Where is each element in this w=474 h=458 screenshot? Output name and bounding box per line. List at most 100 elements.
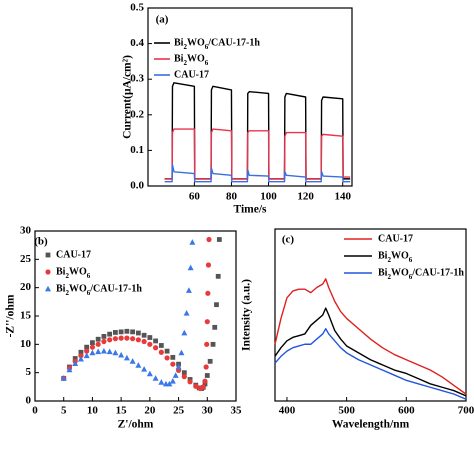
marker-circle — [147, 341, 153, 347]
x-tick-label: 500 — [338, 405, 355, 417]
series-line — [164, 163, 351, 183]
marker-triangle — [60, 375, 67, 381]
marker-square — [212, 324, 218, 330]
marker-triangle — [83, 352, 90, 359]
marker-triangle — [172, 372, 179, 378]
legend-label: CAU-17 — [174, 69, 209, 80]
marker-circle — [135, 337, 141, 343]
x-tick-label: 15 — [116, 405, 128, 417]
marker-square — [101, 334, 107, 339]
panel-label: (b) — [34, 236, 48, 248]
plot-frame — [274, 228, 467, 402]
x-tick-label: 400 — [279, 405, 296, 417]
marker-square — [118, 329, 124, 335]
marker-circle — [89, 344, 96, 350]
marker-square — [153, 338, 158, 344]
marker-triangle — [158, 379, 165, 385]
marker-triangle — [112, 349, 119, 356]
marker-square — [170, 354, 176, 360]
marker-triangle — [185, 287, 192, 293]
marker-triangle — [169, 377, 176, 384]
x-tick-label: 600 — [398, 405, 415, 417]
marker-triangle — [129, 358, 136, 364]
marker-triangle — [118, 351, 125, 358]
legend-label: CAU-17 — [56, 249, 91, 260]
x-tick-label: 35 — [231, 405, 243, 417]
legend-label: Bi2WO6/CAU-17-1h — [174, 37, 260, 50]
legend-label: Bi2WO6 — [56, 266, 91, 279]
series-line — [164, 128, 351, 180]
marker-triangle — [187, 264, 194, 271]
x-axis-label: Z'/ohm — [118, 419, 154, 431]
marker-circle — [130, 336, 136, 342]
panel-label: (a) — [156, 14, 169, 26]
marker-circle — [170, 361, 176, 367]
marker-circle — [141, 338, 147, 345]
marker-square — [135, 330, 141, 336]
series-line — [274, 307, 467, 397]
series-line — [164, 82, 351, 180]
marker-square — [107, 331, 113, 337]
marker-square — [147, 335, 153, 340]
marker-circle — [158, 349, 164, 355]
x-tick-label: 5 — [61, 405, 67, 417]
marker-circle — [164, 355, 170, 361]
marker-square — [207, 358, 213, 364]
y-tick-label: 25 — [20, 253, 32, 265]
marker-square — [214, 302, 219, 308]
marker-square — [130, 329, 136, 335]
marker-triangle — [152, 375, 159, 381]
y-tick-label: 0.1 — [130, 144, 144, 156]
marker-square — [113, 330, 118, 335]
marker-triangle — [181, 329, 188, 336]
y-axis-label: Intensity (a.u.) — [241, 279, 253, 351]
marker-circle — [78, 353, 84, 359]
legend-label: Bi2WO6 — [378, 250, 413, 263]
x-axis-label: Wavelength/nm — [332, 419, 410, 431]
marker-circle — [112, 336, 118, 342]
y-tick-label: 0 — [26, 395, 32, 407]
series-line — [274, 278, 467, 395]
y-tick-label: 0.5 — [130, 2, 144, 14]
marker-circle — [193, 383, 199, 389]
marker-square — [72, 356, 78, 361]
legend-marker — [45, 285, 51, 292]
marker-circle — [187, 379, 193, 385]
marker-square — [84, 344, 90, 350]
marker-square — [202, 381, 208, 387]
marker-triangle — [100, 347, 107, 354]
marker-triangle — [72, 360, 79, 366]
marker-square — [90, 340, 95, 346]
marker-circle — [203, 364, 209, 370]
legend-label: Bi2WO6/CAU-17-1h — [378, 267, 464, 280]
x-tick-label: 100 — [260, 191, 277, 203]
marker-triangle — [123, 354, 130, 361]
marker-circle — [181, 374, 187, 380]
x-tick-label: 80 — [226, 191, 238, 203]
marker-triangle — [141, 366, 148, 372]
x-tick-label: 60 — [189, 191, 201, 203]
marker-circle — [95, 341, 101, 347]
marker-triangle — [95, 348, 102, 355]
y-tick-label: 0.2 — [130, 108, 144, 120]
panel-label: (c) — [282, 234, 295, 246]
marker-square — [95, 336, 101, 342]
y-tick-label: 10 — [20, 338, 32, 350]
marker-circle — [202, 378, 208, 384]
marker-circle — [124, 335, 130, 341]
marker-circle — [205, 262, 212, 268]
marker-square — [210, 341, 216, 347]
marker-square — [215, 273, 221, 279]
marker-triangle — [89, 349, 96, 356]
marker-triangle — [146, 370, 153, 377]
legend-label: Bi2WO6/CAU-17-1h — [56, 283, 142, 296]
x-tick-label: 120 — [297, 191, 314, 203]
y-tick-label: 30 — [20, 225, 32, 237]
y-tick-label: 0.0 — [130, 180, 144, 192]
x-tick-label: 25 — [173, 405, 185, 417]
x-tick-label: 20 — [144, 405, 156, 417]
x-axis-label: Time/s — [233, 204, 267, 216]
marker-square — [164, 348, 170, 354]
